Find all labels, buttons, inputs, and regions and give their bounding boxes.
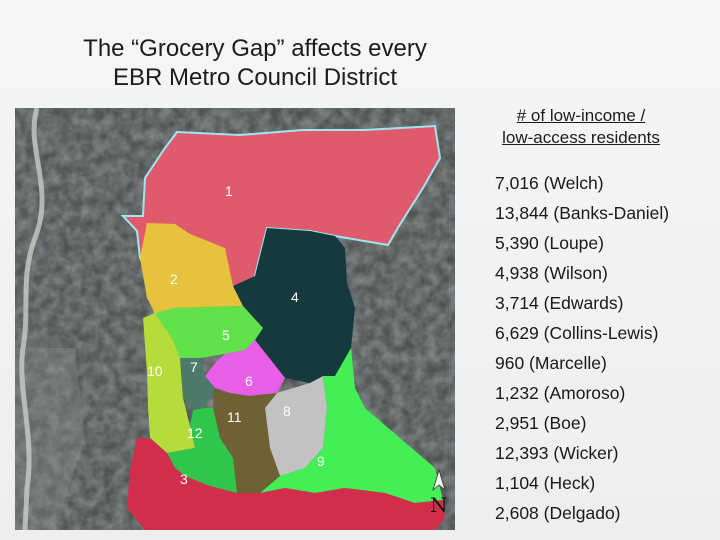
title-line-1: The “Grocery Gap” affects every — [83, 35, 427, 62]
district-label-2: 2 — [170, 271, 178, 287]
legend-header-line-1: # of low-income / — [516, 106, 646, 125]
legend-item: 7,016 (Welch) — [495, 173, 604, 193]
legend-item: 2,608 (Delgado) — [495, 503, 621, 523]
legend-item: 960 (Marcelle) — [495, 353, 607, 373]
district-label-1: 1 — [225, 183, 233, 199]
district-label-6: 6 — [245, 373, 253, 389]
title-line-2: EBR Metro Council District — [112, 64, 398, 91]
legend-item: 1,232 (Amoroso) — [495, 383, 626, 403]
legend-item: 4,938 (Wilson) — [495, 263, 608, 283]
district-label-9: 9 — [317, 453, 325, 469]
district-8 — [265, 376, 327, 476]
district-9 — [260, 348, 443, 503]
north-label: N — [430, 493, 448, 517]
district-12 — [167, 408, 237, 493]
district-label-8: 8 — [283, 403, 291, 419]
district-7 — [180, 358, 215, 410]
district-5 — [155, 306, 263, 358]
page-title: The “Grocery Gap” affects every EBR Metr… — [20, 34, 490, 92]
legend-list: 7,016 (Welch) 13,844 (Banks-Daniel) 5,39… — [495, 168, 669, 528]
district-label-10: 10 — [147, 363, 163, 379]
district-10 — [143, 313, 195, 453]
district-11 — [213, 388, 280, 493]
district-label-4: 4 — [291, 289, 299, 305]
legend-item: 3,714 (Edwards) — [495, 293, 624, 313]
district-label-12: 12 — [187, 425, 203, 441]
north-arrow-icon: N — [430, 468, 448, 517]
district-label-11: 11 — [227, 409, 242, 425]
district-label-3: 3 — [180, 471, 188, 487]
district-map: 1 2 4 5 10 7 6 8 11 12 9 3 N — [15, 108, 455, 530]
legend-item: 12,393 (Wicker) — [495, 443, 619, 463]
legend-item: 2,951 (Boe) — [495, 413, 587, 433]
district-map-svg: 1 2 4 5 10 7 6 8 11 12 9 3 N — [15, 108, 455, 530]
district-6 — [205, 340, 285, 396]
legend-item: 6,629 (Collins-Lewis) — [495, 323, 659, 343]
legend-header: # of low-income / low-access residents — [474, 105, 688, 149]
legend-item: 5,390 (Loupe) — [495, 233, 604, 253]
district-label-5: 5 — [222, 327, 230, 343]
district-4 — [233, 228, 355, 383]
district-2 — [140, 223, 243, 313]
district-3 — [127, 438, 445, 530]
farmland-patch — [15, 348, 85, 530]
district-label-7: 7 — [190, 359, 198, 375]
legend-header-line-2: low-access residents — [502, 128, 660, 147]
legend-item: 1,104 (Heck) — [495, 473, 596, 493]
river — [19, 108, 45, 530]
legend-item: 13,844 (Banks-Daniel) — [495, 203, 670, 223]
